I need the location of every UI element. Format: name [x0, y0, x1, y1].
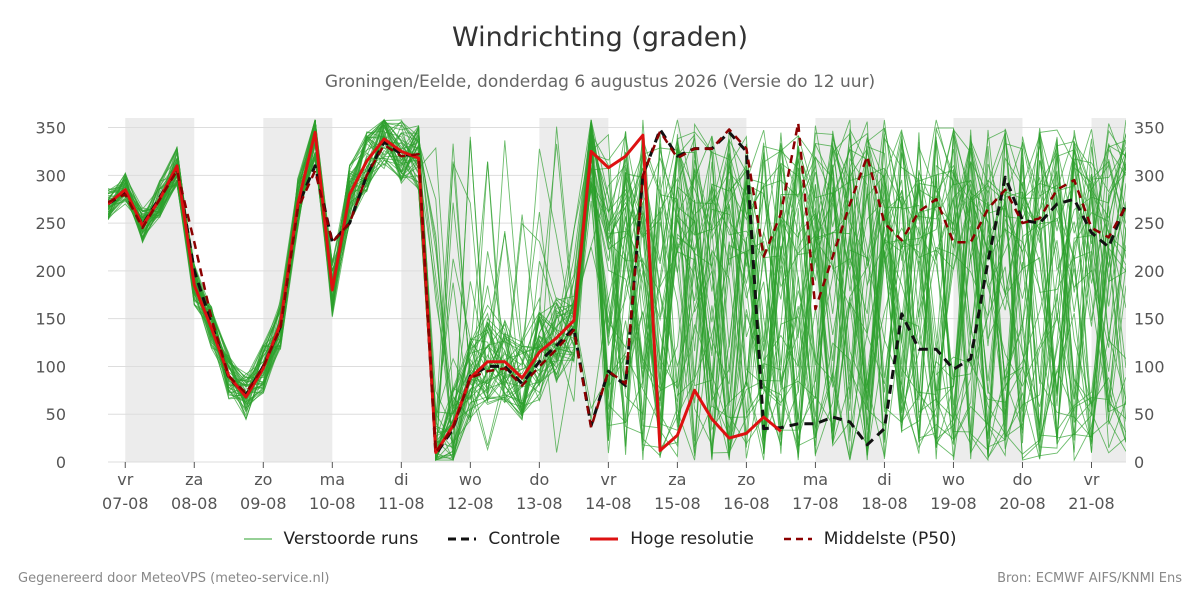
- legend-item-median[interactable]: Middelste (P50): [783, 529, 957, 549]
- x-tick-date-label: 09-08: [240, 494, 287, 513]
- legend-label-median: Middelste (P50): [823, 529, 957, 549]
- legend-label-control: Controle: [488, 529, 561, 549]
- ensemble-member-line: [108, 126, 1126, 461]
- y-tick-label-right: 350: [1134, 119, 1165, 138]
- x-tick-day-label: vr: [1083, 470, 1099, 489]
- y-tick-label-left: 300: [35, 166, 66, 185]
- legend-item-perturbed[interactable]: Verstoorde runs: [243, 529, 419, 549]
- y-tick-label-right: 0: [1134, 453, 1144, 472]
- ensemble-member-line: [108, 121, 1126, 461]
- y-tick-label-left: 250: [35, 214, 66, 233]
- control-line: [108, 128, 1126, 456]
- x-tick-date-label: 19-08: [930, 494, 977, 513]
- night-band: [125, 118, 195, 462]
- legend-swatch-median: [783, 537, 812, 541]
- y-tick-label-right: 100: [1134, 357, 1165, 376]
- x-tick-date-label: 12-08: [447, 494, 494, 513]
- y-tick-label-right: 200: [1134, 262, 1165, 281]
- y-tick-label-left: 150: [35, 310, 66, 329]
- x-tick-day-label: zo: [737, 470, 755, 489]
- ensemble-member-line: [108, 118, 1126, 461]
- median-line: [108, 121, 1126, 454]
- chart-title: Windrichting (graden): [451, 22, 749, 53]
- x-tick-day-label: wo: [942, 470, 965, 489]
- x-tick-day-label: di: [394, 470, 409, 489]
- x-tick-day-label: wo: [459, 470, 482, 489]
- legend-item-highres[interactable]: Hoge resolutie: [590, 529, 754, 549]
- ensemble-member-line: [108, 121, 1126, 457]
- x-tick-date-label: 07-08: [102, 494, 149, 513]
- chart-legend: Verstoorde runs Controle Hoge resolutie …: [0, 529, 1200, 549]
- chart-subtitle: Groningen/Eelde, donderdag 6 augustus 20…: [324, 72, 876, 92]
- x-tick-date-label: 18-08: [861, 494, 908, 513]
- legend-swatch-perturbed: [243, 538, 272, 540]
- y-tick-label-right: 50: [1134, 405, 1154, 424]
- ensemble-member-line: [108, 119, 1126, 461]
- x-tick-day-label: za: [185, 470, 203, 489]
- ensemble-member-line: [108, 118, 1126, 462]
- x-tick-day-label: vr: [117, 470, 133, 489]
- y-tick-label-right: 150: [1134, 310, 1165, 329]
- x-tick-date-label: 14-08: [585, 494, 632, 513]
- x-tick-day-label: di: [877, 470, 892, 489]
- x-tick-date-label: 17-08: [792, 494, 839, 513]
- x-tick-date-label: 16-08: [723, 494, 770, 513]
- ensemble-member-line: [108, 132, 1126, 453]
- x-tick-date-label: 15-08: [654, 494, 701, 513]
- ensemble-member-line: [108, 127, 1126, 444]
- x-tick-day-label: vr: [600, 470, 616, 489]
- y-tick-label-left: 100: [35, 357, 66, 376]
- x-tick-day-label: za: [668, 470, 686, 489]
- x-tick-day-label: ma: [803, 470, 828, 489]
- legend-label-perturbed: Verstoorde runs: [283, 529, 419, 549]
- x-tick-date-label: 20-08: [999, 494, 1046, 513]
- x-tick-day-label: do: [1012, 470, 1032, 489]
- y-tick-label-left: 350: [35, 119, 66, 138]
- y-tick-label-left: 200: [35, 262, 66, 281]
- highres-line: [108, 130, 782, 454]
- x-tick-date-label: 21-08: [1068, 494, 1115, 513]
- x-tick-date-label: 08-08: [171, 494, 218, 513]
- x-tick-day-label: zo: [254, 470, 272, 489]
- ensemble-member-line: [108, 124, 1126, 459]
- legend-label-highres: Hoge resolutie: [630, 529, 754, 549]
- y-tick-label-left: 50: [46, 405, 66, 424]
- x-tick-date-label: 11-08: [378, 494, 425, 513]
- x-tick-date-label: 13-08: [516, 494, 563, 513]
- night-band: [263, 118, 333, 462]
- legend-item-control[interactable]: Controle: [448, 529, 560, 549]
- y-tick-label-right: 250: [1134, 214, 1165, 233]
- footer-generated-by: Gegenereerd door MeteoVPS (meteo-service…: [18, 571, 330, 586]
- x-tick-date-label: 10-08: [309, 494, 356, 513]
- legend-swatch-control: [448, 537, 477, 541]
- x-tick-day-label: do: [529, 470, 549, 489]
- y-tick-label-left: 0: [56, 453, 66, 472]
- footer-source: Bron: ECMWF AIFS/KNMI Ens: [997, 571, 1182, 586]
- legend-swatch-highres: [590, 537, 619, 541]
- y-tick-label-right: 300: [1134, 166, 1165, 185]
- x-tick-day-label: ma: [320, 470, 345, 489]
